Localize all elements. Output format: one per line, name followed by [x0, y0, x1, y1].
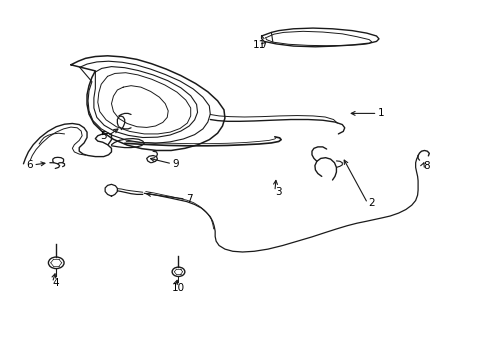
Text: 10: 10 — [172, 283, 184, 293]
Text: 4: 4 — [53, 278, 60, 288]
Text: 8: 8 — [422, 161, 429, 171]
Text: 9: 9 — [172, 159, 179, 169]
Text: 6: 6 — [26, 160, 33, 170]
Text: 7: 7 — [186, 194, 193, 204]
Text: 11: 11 — [252, 40, 265, 50]
Text: 1: 1 — [377, 108, 384, 118]
Text: 2: 2 — [367, 198, 374, 208]
Text: 5: 5 — [100, 131, 107, 141]
Text: 3: 3 — [275, 186, 282, 197]
